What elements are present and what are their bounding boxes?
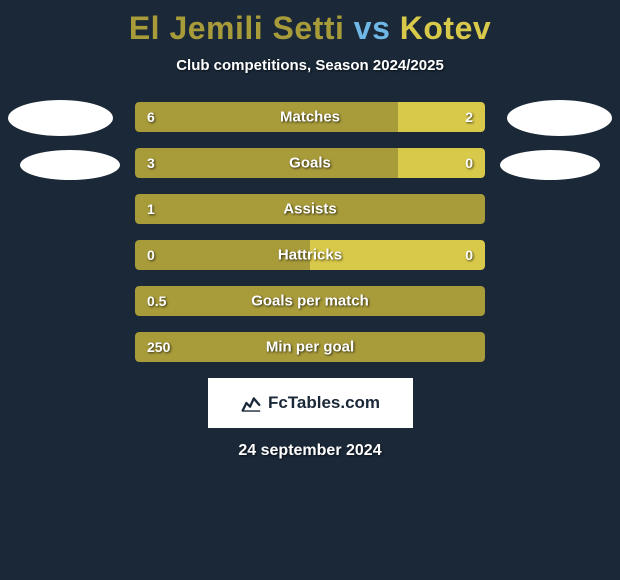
stat-value-left: 1 [147,201,155,217]
stat-row: Min per goal250 [135,332,485,362]
date-text: 24 september 2024 [0,442,620,460]
stat-label: Min per goal [135,339,485,356]
subtitle: Club competitions, Season 2024/2025 [0,57,620,74]
stat-label: Goals per match [135,293,485,310]
stat-value-left: 3 [147,155,155,171]
stat-value-right: 0 [465,247,473,263]
stat-value-left: 250 [147,339,170,355]
stat-row: Hattricks0 0 [135,240,485,270]
stat-row: Goals per match0.5 [135,286,485,316]
stat-row: Goals3 0 [135,148,485,178]
stat-label: Matches [135,109,485,126]
stat-label: Assists [135,201,485,218]
player1-avatar-2 [20,150,120,180]
fctables-logo-icon [240,392,262,414]
stat-value-left: 0 [147,247,155,263]
player1-avatar-1 [8,100,113,136]
comparison-title: El Jemili Setti vs Kotev [0,0,620,47]
stat-value-right: 2 [465,109,473,125]
player1-name: El Jemili Setti [129,10,345,46]
stat-row: Assists1 [135,194,485,224]
player2-avatar-1 [507,100,612,136]
stat-row: Matches6 2 [135,102,485,132]
comparison-chart: Matches62Goals30Assists1Hattricks00Goals… [0,102,620,362]
stat-value-left: 0.5 [147,293,166,309]
player2-avatar-2 [500,150,600,180]
vs-text: vs [354,10,400,46]
logo-text: FcTables.com [268,393,380,413]
stat-label: Goals [135,155,485,172]
logo-box: FcTables.com [208,378,413,428]
stat-value-right: 0 [465,155,473,171]
stat-value-left: 6 [147,109,155,125]
stat-label: Hattricks [135,247,485,264]
stat-bars: Matches62Goals30Assists1Hattricks00Goals… [135,102,485,362]
player2-name: Kotev [400,10,491,46]
